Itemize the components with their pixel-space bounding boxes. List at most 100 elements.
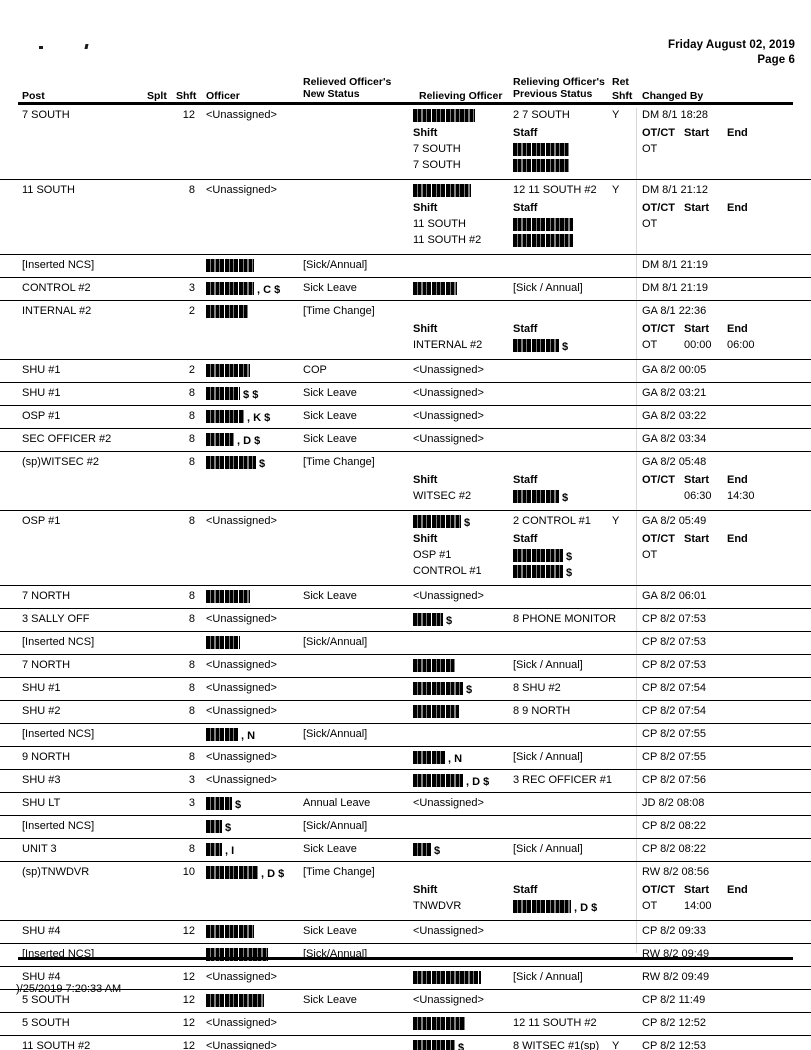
cell-ret-shft: Y: [612, 109, 620, 121]
cell-relieving-officer: [413, 109, 475, 124]
cell-post: SHU LT: [22, 797, 61, 809]
table-row[interactable]: UNIT 3 8 , I Sick Leave $ [Sick / Annual] CP…: [0, 839, 811, 862]
cell-post: SHU #3: [22, 774, 61, 786]
cell-relieving-officer: $: [413, 843, 440, 858]
row-main-line: 9 NORTH 8 <Unassigned> , N [Sick / Annual] C…: [0, 747, 811, 769]
detail-shift-value: 7 SOUTH: [413, 159, 461, 171]
table-row[interactable]: INTERNAL #2 2 [Time Change] GA 8/1 22:36 Shi…: [0, 301, 811, 360]
table-row[interactable]: SHU #4 12 <Unassigned> [Sick / Annual] RW 8/…: [0, 967, 811, 990]
table-row[interactable]: 7 NORTH 8 Sick Leave <Unassigned> GA 8/2 06:…: [0, 586, 811, 609]
table-row[interactable]: 5 SOUTH 12 <Unassigned> 12 11 SOUTH #2 CP 8/…: [0, 1013, 811, 1036]
print-timestamp: )/25/2019 7:20:33 AM: [16, 983, 122, 995]
cell-officer: [206, 259, 254, 274]
redaction-bar: [413, 659, 455, 672]
cell-relieved-officer-new-status: [Sick/Annual]: [303, 820, 368, 832]
table-row[interactable]: 9 NORTH 8 <Unassigned> , N [Sick / Annual] C…: [0, 747, 811, 770]
row-detail-block: Shift Staff OT/CT Start End OSP #1 $ OT CONTROL…: [0, 533, 811, 585]
detail-otct-value: OT: [642, 143, 658, 155]
table-row[interactable]: 11 SOUTH 8 <Unassigned> 12 11 SOUTH #2 Y DM 8…: [0, 180, 811, 255]
table-row[interactable]: CONTROL #2 3 , C $ Sick Leave [Sick / Annua…: [0, 278, 811, 301]
cell-changed-by: CP 8/2 08:22: [642, 820, 707, 832]
cell-relieving-officer-previous-status: [Sick / Annual]: [513, 659, 583, 671]
table-row[interactable]: 7 SOUTH 12 <Unassigned> 2 7 SOUTH Y DM 8/1 18…: [0, 105, 811, 180]
cell-officer: , D $: [206, 866, 284, 881]
table-row[interactable]: [Inserted NCS] , N [Sick/Annual] CP 8/2 07…: [0, 724, 811, 747]
table-row[interactable]: [Inserted NCS] [Sick/Annual] RW 8/2 09:49: [0, 944, 811, 967]
cell-officer: <Unassigned>: [206, 682, 277, 694]
relieving-officer-suffix: $: [461, 517, 471, 529]
table-row[interactable]: 7 NORTH 8 <Unassigned> [Sick / Annual] CP 8/…: [0, 655, 811, 678]
cell-relieving-officer-previous-status: [Sick / Annual]: [513, 751, 583, 763]
cell-changed-by: GA 8/2 00:05: [642, 364, 707, 376]
table-row[interactable]: (sp)WITSEC #2 8 $ [Time Change] GA 8/2 05:4…: [0, 452, 811, 511]
table-row[interactable]: SHU #3 3 <Unassigned> , D $ 3 REC OFFICER #…: [0, 770, 811, 793]
cell-post: 3 SALLY OFF: [22, 613, 90, 625]
officer-suffix: , C $: [254, 284, 281, 296]
cell-shft: 12: [182, 1017, 195, 1029]
detail-value-line: 7 SOUTH OT: [0, 143, 811, 159]
row-main-line: SHU LT 3 $ Annual Leave <Unassigned> JD 8/2 …: [0, 793, 811, 815]
cell-changed-by: CP 8/2 07:53: [642, 613, 707, 625]
table-row[interactable]: (sp)TNWDVR 10 , D $ [Time Change] RW 8/2 08…: [0, 862, 811, 921]
table-row[interactable]: 3 SALLY OFF 8 <Unassigned> $8 PHONE MONITO…: [0, 609, 811, 632]
column-header-relieving-officer-previous-status: Relieving Officer's Previous Status: [513, 76, 605, 100]
row-main-line: 11 SOUTH #2 12 <Unassigned> $8 WITSEC #1(s…: [0, 1036, 811, 1050]
officer-suffix: $ $: [240, 389, 259, 401]
cell-relieving-officer: [413, 659, 455, 674]
table-row[interactable]: SHU #4 12 Sick Leave <Unassigned> CP 8/2 09:…: [0, 921, 811, 944]
cell-changed-by: GA 8/2 03:22: [642, 410, 707, 422]
header-rule: [18, 102, 793, 105]
table-row[interactable]: [Inserted NCS] [Sick/Annual] CP 8/2 07:53: [0, 632, 811, 655]
relieving-officer-suffix: , N: [445, 753, 463, 765]
detail-shift-value: INTERNAL #2: [413, 339, 483, 351]
cell-relieved-officer-new-status: Annual Leave: [303, 797, 371, 809]
detail-label-line: Shift Staff OT/CT Start End: [0, 127, 811, 143]
table-row[interactable]: 5 SOUTH 12 Sick Leave <Unassigned> CP 8/2 11…: [0, 990, 811, 1013]
cell-relieving-officer-previous-status: 2 CONTROL #1: [513, 515, 591, 527]
cell-relieving-officer: $: [413, 1040, 464, 1050]
cell-officer: <Unassigned>: [206, 613, 277, 625]
cell-shft: 8: [188, 659, 195, 671]
detail-shift-value: 11 SOUTH: [413, 218, 466, 230]
table-row[interactable]: 11 SOUTH #2 12 <Unassigned> $8 WITSEC #1(s…: [0, 1036, 811, 1050]
cell-changed-by: CP 8/2 07:56: [642, 774, 707, 786]
relieving-officer-suffix: $: [455, 1042, 465, 1050]
cell-post: (sp)WITSEC #2: [22, 456, 100, 468]
cell-changed-by: GA 8/2 03:34: [642, 433, 707, 445]
table-row[interactable]: [Inserted NCS] [Sick/Annual] DM 8/1 21:19: [0, 255, 811, 278]
table-row[interactable]: SHU LT 3 $ Annual Leave <Unassigned> JD 8/2 …: [0, 793, 811, 816]
detail-label-line: Shift Staff OT/CT Start End: [0, 202, 811, 218]
cell-relieving-officer: <Unassigned>: [413, 925, 484, 937]
table-row[interactable]: OSP #1 8 , K $ Sick Leave <Unassigned> GA 8/…: [0, 406, 811, 429]
cell-relieved-officer-new-status: [Time Change]: [303, 866, 375, 878]
table-row[interactable]: SHU #1 8 <Unassigned> $8 SHU #2 CP 8/2 07:5…: [0, 678, 811, 701]
table-row[interactable]: SHU #1 8 $ $ Sick Leave <Unassigned> GA 8/2 …: [0, 383, 811, 406]
table-row[interactable]: [Inserted NCS] $ [Sick/Annual] CP 8/2 08:2…: [0, 816, 811, 839]
cell-changed-by: DM 8/1 18:28: [642, 109, 709, 121]
detail-label-shift: Shift: [413, 533, 438, 545]
row-main-line: [Inserted NCS] , N [Sick/Annual] CP 8/2 07…: [0, 724, 811, 746]
column-header-changed-by: Changed By: [642, 90, 704, 102]
cell-officer: , K $: [206, 410, 270, 425]
detail-value-line: 11 SOUTH OT: [0, 218, 811, 234]
cell-post: SHU #1: [22, 364, 61, 376]
cell-shft: 10: [182, 866, 195, 878]
cell-relieving-officer: [413, 282, 457, 297]
redaction-bar: [413, 971, 481, 984]
cell-relieved-officer-new-status: Sick Leave: [303, 925, 357, 937]
redaction-bar: [206, 866, 258, 879]
table-row[interactable]: SEC OFFICER #2 8 , D $ Sick Leave <Unassign…: [0, 429, 811, 452]
cell-post: SHU #1: [22, 387, 61, 399]
column-header-officer: Officer: [206, 90, 240, 102]
table-row[interactable]: SHU #2 8 <Unassigned> 8 9 NORTH CP 8/2 07:54: [0, 701, 811, 724]
row-main-line: SHU #1 8 <Unassigned> $8 SHU #2 CP 8/2 07:5…: [0, 678, 811, 700]
detail-label-line: Shift Staff OT/CT Start End: [0, 533, 811, 549]
table-row[interactable]: OSP #1 8 <Unassigned> $2 CONTROL #1 Y GA 8/2…: [0, 511, 811, 586]
table-row[interactable]: SHU #1 2 COP <Unassigned> GA 8/2 00:05: [0, 360, 811, 383]
cell-relieved-officer-new-status: Sick Leave: [303, 843, 357, 855]
cell-shft: 8: [188, 613, 195, 625]
cell-relieving-officer: <Unassigned>: [413, 364, 484, 376]
cell-relieving-officer: <Unassigned>: [413, 410, 484, 422]
detail-label-shift: Shift: [413, 474, 438, 486]
cell-changed-by: CP 8/2 07:54: [642, 705, 707, 717]
